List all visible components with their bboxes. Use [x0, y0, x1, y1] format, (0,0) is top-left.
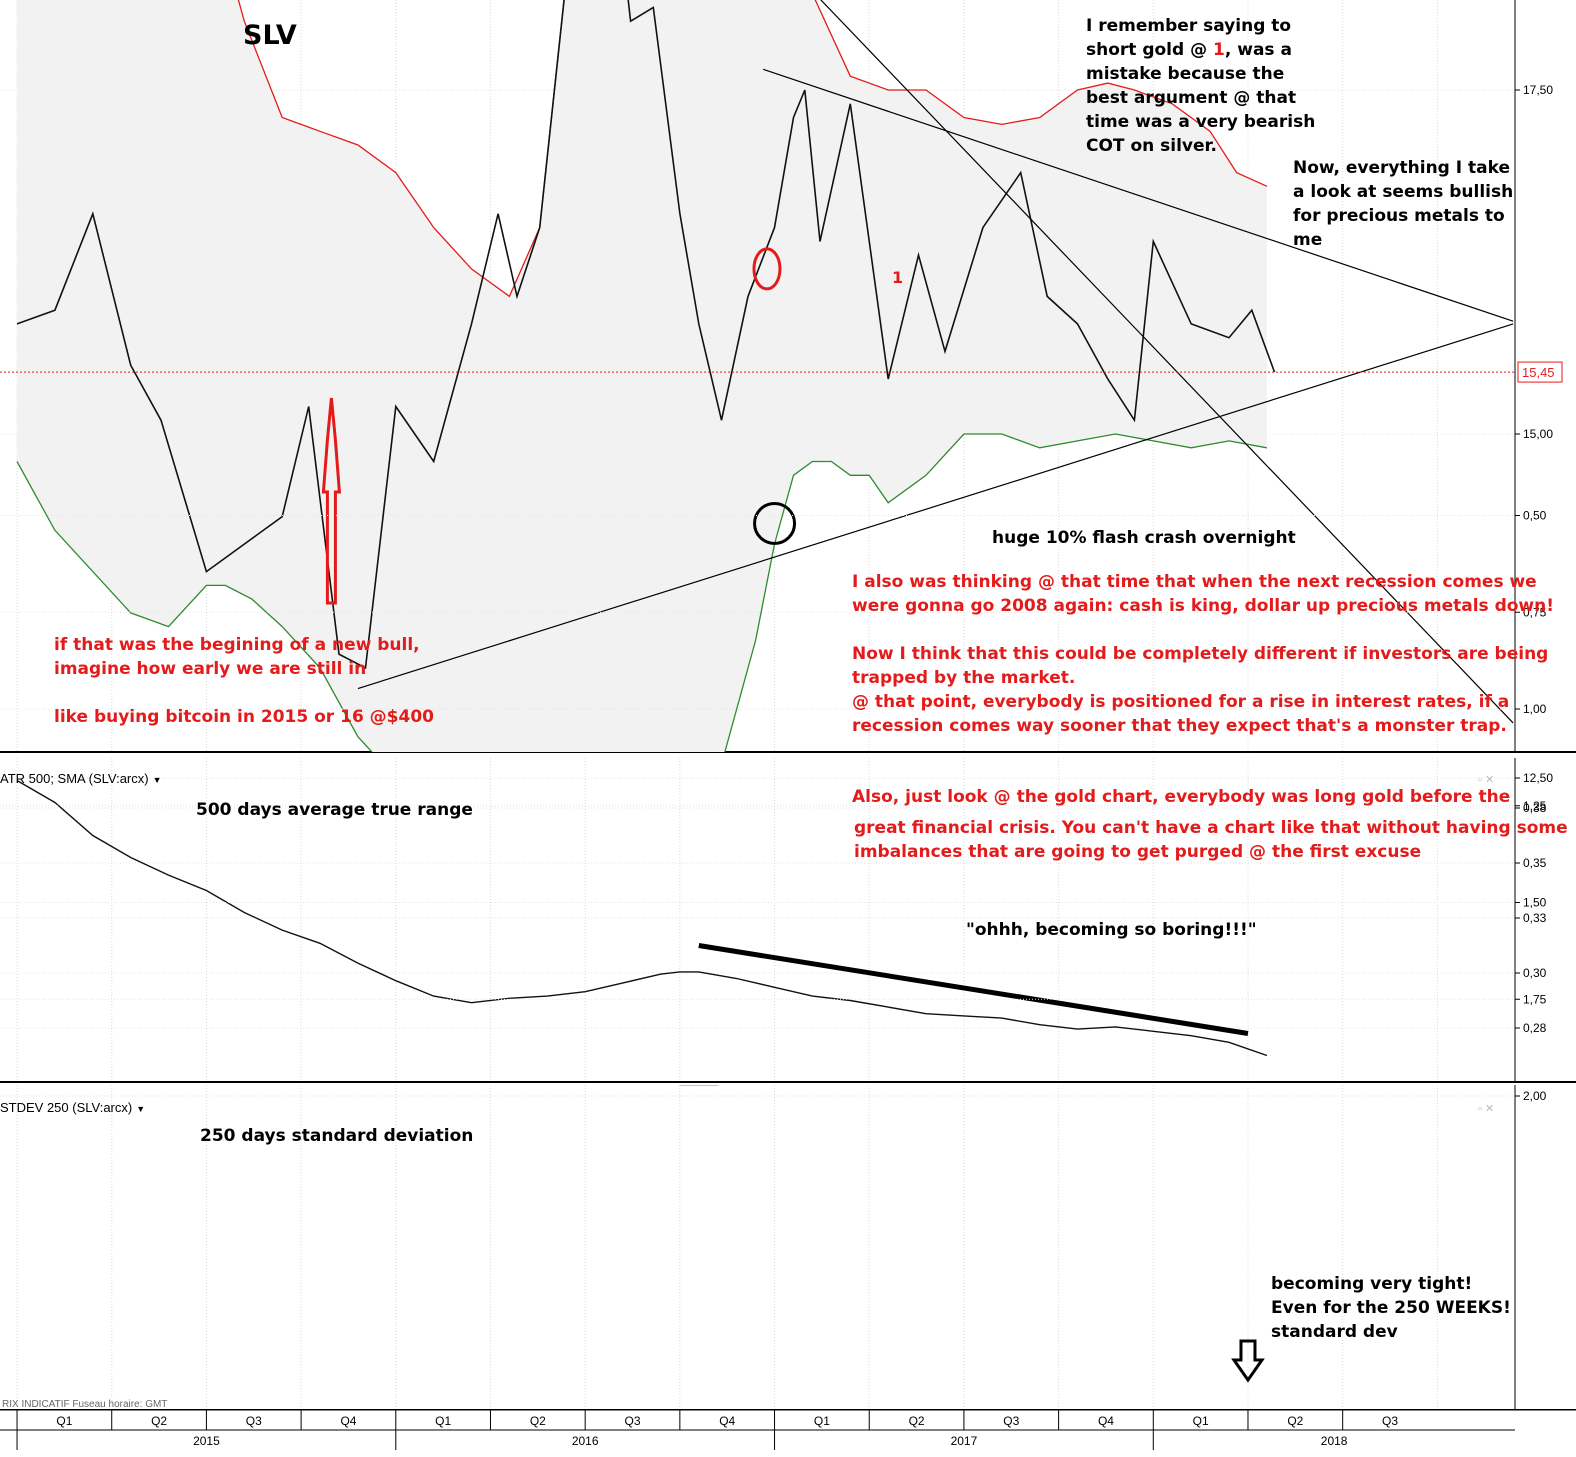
lower-band-line — [16, 433, 1268, 752]
annotation-cot-highlight: 1 — [1213, 40, 1225, 60]
time-axis: Q1 Q2 Q3 Q4 Q1 Q2 Q3 Q4 Q1 Q2 Q3 Q4 Q1 Q2 Q3 2015 2016 20… — [0, 1409, 1576, 1457]
atr-panel-label-text: ATR 500; SMA (SLV:arcx) — [0, 771, 149, 786]
flash-crash-circle — [753, 501, 797, 545]
quarter-label: Q1 — [814, 1414, 830, 1428]
annotation-cot-tail: , was a mistake because the best argumen… — [1086, 40, 1316, 156]
quarter-label: Q4 — [340, 1414, 356, 1428]
stdev-panel-label-text: STDEV 250 (SLV:arcx) — [0, 1100, 133, 1115]
annotation-cot: I remember saying to short gold @ 1, was… — [1086, 14, 1315, 158]
year-label: 2017 — [951, 1434, 978, 1448]
dropdown-caret-icon[interactable]: ▼ — [136, 1104, 146, 1114]
quarter-label: Q1 — [1193, 1414, 1209, 1428]
marker-1-label: 1 — [892, 268, 904, 287]
annotation-new-bull: if that was the begining of a new bull, … — [54, 635, 435, 727]
y-tick-label: 12,50 — [1523, 771, 1553, 785]
y-tick-label: 0,75 — [1523, 605, 1547, 619]
quarter-label: Q1 — [435, 1414, 451, 1428]
trendline — [357, 323, 1514, 690]
quarter-label: Q4 — [719, 1414, 735, 1428]
last-price-box — [1517, 361, 1563, 383]
dropdown-caret-icon[interactable]: ▼ — [152, 775, 162, 785]
y-tick-label: 17,50 — [1523, 83, 1553, 97]
atr-panel: 0,38 0,35 0,33 0,30 0,28 — [0, 758, 1576, 1083]
y-tick-label: 0,35 — [1523, 856, 1547, 870]
y-tick-label: 15,00 — [1523, 427, 1553, 441]
quarter-label: Q2 — [151, 1414, 167, 1428]
year-label: 2018 — [1321, 1434, 1348, 1448]
quarter-label: Q2 — [530, 1414, 546, 1428]
quarter-label: Q2 — [909, 1414, 925, 1428]
trendline — [820, 0, 1514, 724]
annotation-stdev: 250 days standard deviation — [200, 1126, 474, 1146]
y-tick-label: 0,38 — [1523, 801, 1547, 815]
quarter-label: Q4 — [1098, 1414, 1114, 1428]
atr-group — [16, 779, 1268, 1057]
last-price-label: 15,45 — [1522, 365, 1555, 380]
x-axis-bg — [0, 1410, 1576, 1457]
price-line — [16, 0, 1276, 670]
quarter-label: Q1 — [56, 1414, 72, 1428]
annotation-atr: 500 days average true range — [196, 800, 473, 820]
quarter-label: Q3 — [1003, 1414, 1019, 1428]
annotation-boring: "ohhh, becoming so boring!!!" — [966, 920, 1257, 940]
y-tick-label: 1,75 — [1523, 992, 1547, 1006]
y-tick-label: 2,00 — [1523, 1089, 1547, 1103]
quarter-label: Q3 — [246, 1414, 262, 1428]
footer-note: RIX INDICATIF Fuseau horaire: GMT — [2, 1399, 168, 1410]
y-tick-label: 0,28 — [1523, 1021, 1547, 1035]
atr-trendline — [698, 943, 1249, 1036]
annotation-flash-crash: huge 10% flash crash overnight — [992, 528, 1296, 548]
band-group — [16, 0, 1514, 752]
year-label: 2015 — [193, 1434, 220, 1448]
atr-panel-label[interactable]: ATR 500; SMA (SLV:arcx) ▼ — [0, 771, 162, 786]
y-tick-label: 0,50 — [1523, 509, 1547, 523]
annotation-recession: I also was thinking @ that time that whe… — [852, 572, 1554, 736]
quarter-label: Q3 — [625, 1414, 641, 1428]
quarter-label: Q3 — [1382, 1414, 1398, 1428]
trendline — [762, 68, 1514, 322]
annotation-financial-crisis: great financial crisis. You can't have a… — [854, 818, 1568, 862]
y-tick-label: 0,33 — [1523, 911, 1547, 925]
stdev-panel-label[interactable]: STDEV 250 (SLV:arcx) ▼ — [0, 1100, 145, 1115]
band-fill — [17, 0, 1267, 752]
y-tick-label: 0,30 — [1523, 966, 1547, 980]
annotation-cot-head: I remember saying to short gold @ — [1086, 16, 1292, 60]
down-arrow-icon — [1231, 1339, 1265, 1383]
atr-line — [16, 779, 1268, 1057]
upper-band-line — [237, 0, 1268, 298]
chart-title: SLV — [243, 20, 297, 51]
annotation-gold-chart: Also, just look @ the gold chart, everyb… — [852, 787, 1511, 807]
annotation-tight: becoming very tight! Even for the 250 WE… — [1271, 1274, 1511, 1342]
stdev-panel-window-icons[interactable]: ▫ ✕ — [1478, 1103, 1495, 1115]
quarter-label: Q2 — [1287, 1414, 1303, 1428]
y-tick-label: 1,00 — [1523, 702, 1547, 716]
year-label: 2016 — [572, 1434, 599, 1448]
red-arrow-icon — [321, 397, 342, 605]
annotation-bullish: Now, everything I take a look at seems b… — [1293, 158, 1514, 250]
marker-1-ellipse — [752, 247, 782, 291]
atr-panel-window-icons[interactable]: ▫ ✕ — [1478, 774, 1495, 786]
y-tick-label: 1,50 — [1523, 896, 1547, 910]
y-tick-label: 1,25 — [1523, 799, 1547, 813]
